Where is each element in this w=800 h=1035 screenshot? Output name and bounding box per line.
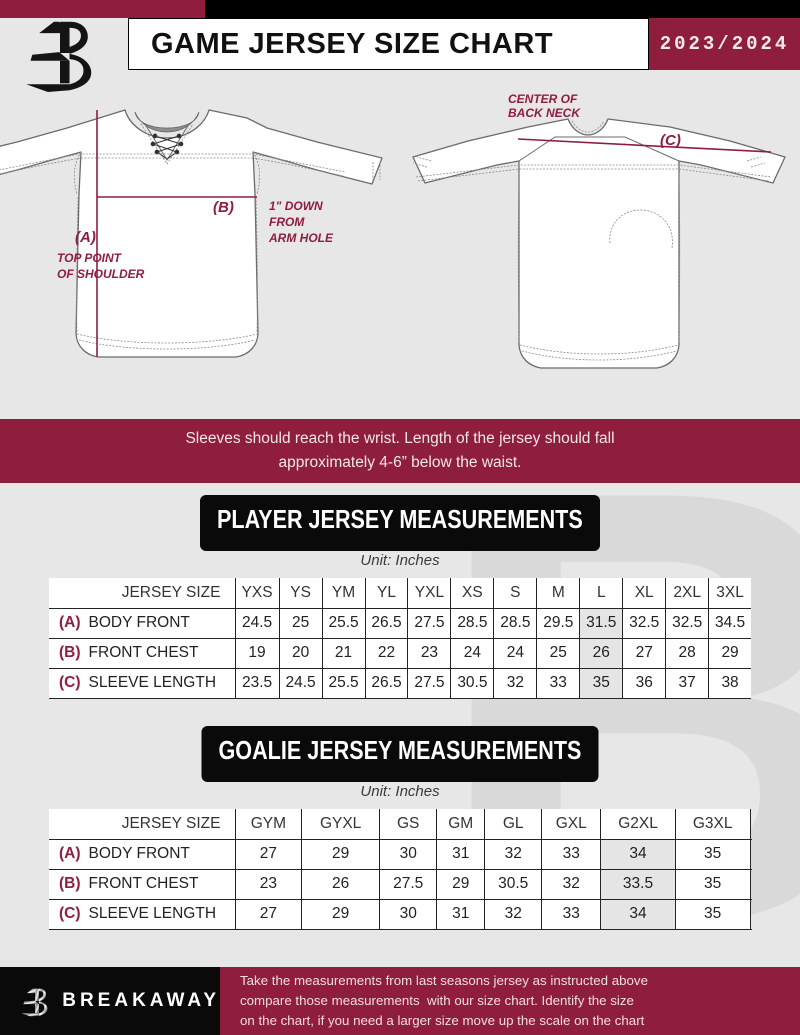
svg-text:(A): (A): [75, 229, 96, 246]
svg-text:(C): (C): [660, 132, 681, 149]
svg-text:CENTER OF: CENTER OF: [508, 92, 578, 106]
svg-text:1" DOWN: 1" DOWN: [269, 199, 323, 213]
svg-text:(B): (B): [213, 199, 234, 216]
svg-text:OF SHOULDER: OF SHOULDER: [57, 267, 145, 281]
svg-text:BACK NECK: BACK NECK: [508, 106, 581, 120]
svg-text:FROM: FROM: [269, 215, 305, 229]
svg-text:ARM HOLE: ARM HOLE: [268, 231, 334, 245]
svg-text:TOP POINT: TOP POINT: [57, 251, 123, 265]
